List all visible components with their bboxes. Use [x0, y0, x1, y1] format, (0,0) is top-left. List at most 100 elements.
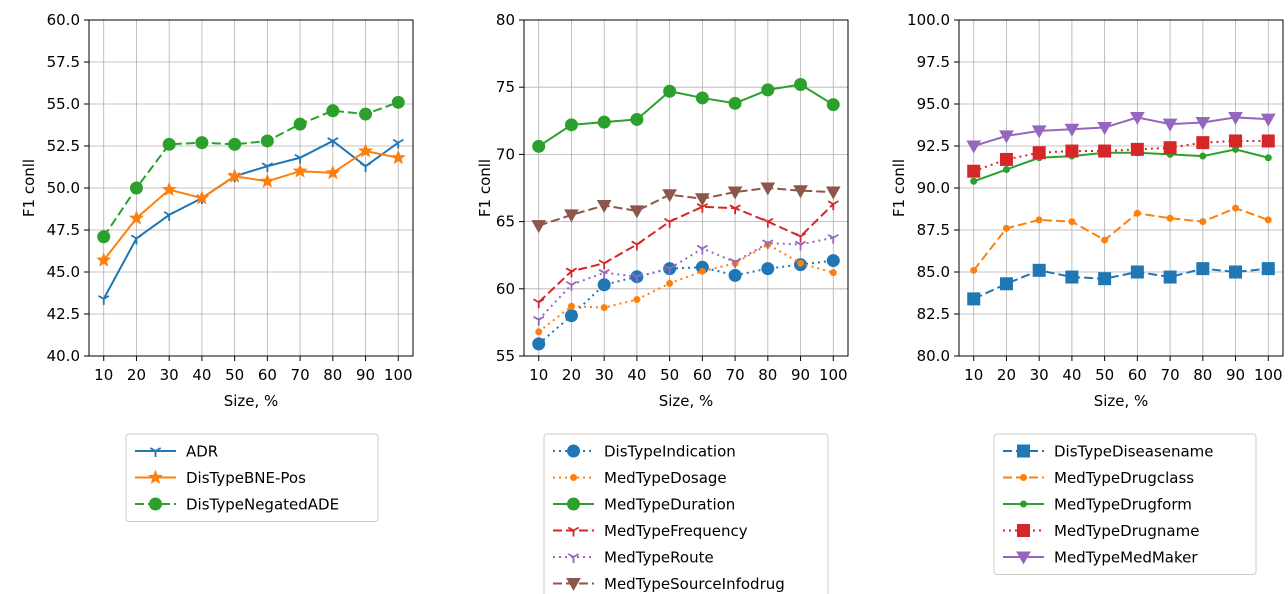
- data-point: [1195, 116, 1211, 130]
- y-tick-label: 92.5: [917, 137, 950, 155]
- series-MedTypeDosage: [535, 240, 837, 336]
- data-point: [1065, 270, 1079, 284]
- data-point: [325, 165, 341, 180]
- x-tick-label: 100: [384, 366, 413, 384]
- data-point: [797, 259, 805, 267]
- y-tick-label: 45.0: [47, 263, 80, 281]
- legend-label: MedTypeDosage: [604, 469, 727, 487]
- data-point: [631, 272, 643, 283]
- legend-marker: [1017, 524, 1030, 537]
- data-point: [793, 185, 808, 199]
- data-point: [633, 296, 641, 304]
- series-ADR: [98, 137, 404, 305]
- data-point: [1196, 262, 1210, 276]
- data-point: [327, 137, 339, 147]
- data-point: [761, 262, 775, 276]
- legend-label: DisTypeBNE-Pos: [186, 469, 306, 487]
- legend-label: MedTypeDrugname: [1054, 522, 1199, 540]
- data-point: [531, 220, 547, 234]
- x-tick-label: 30: [595, 366, 614, 384]
- data-point: [1196, 136, 1210, 150]
- data-point: [565, 267, 578, 278]
- x-tick-label: 70: [726, 366, 745, 384]
- data-point: [532, 337, 546, 351]
- data-point: [826, 254, 840, 268]
- data-point: [1032, 263, 1046, 277]
- y-tick-label: 87.5: [917, 221, 950, 239]
- data-point: [259, 173, 275, 188]
- data-point: [827, 233, 839, 244]
- y-tick-label: 97.5: [917, 53, 950, 71]
- data-point: [695, 91, 709, 105]
- y-tick-label: 70: [496, 145, 515, 163]
- y-tick-label: 50.0: [47, 179, 80, 197]
- legend: DisTypeDiseasename MedTypeDrugclass MedTyp…: [993, 433, 1257, 575]
- data-point: [1229, 265, 1243, 279]
- data-point: [999, 277, 1013, 291]
- series-DisTypeIndication: [532, 254, 840, 351]
- y-tick-label: 85.0: [917, 263, 950, 281]
- data-point: [1068, 218, 1076, 226]
- x-tick-label: 60: [693, 366, 712, 384]
- data-point: [1097, 122, 1112, 136]
- series-line: [538, 236, 834, 321]
- x-tick-label: 20: [127, 366, 146, 384]
- data-point: [597, 115, 611, 129]
- data-point: [294, 153, 306, 164]
- x-axis-label: Size, %: [659, 392, 714, 410]
- series-line: [973, 116, 1269, 147]
- data-point: [1264, 154, 1272, 162]
- y-tick-label: 55.0: [47, 95, 80, 113]
- series-line: [102, 101, 399, 238]
- data-point: [698, 267, 706, 275]
- data-point: [1229, 134, 1243, 148]
- data-point: [1261, 134, 1275, 148]
- y-tick-label: 75: [496, 78, 515, 96]
- series-line: [973, 139, 1269, 173]
- chart-panel-1: 10 20 30 40 50 60 70 80 90 100 40.0 42.5 45.0 47.5 50.…: [20, 11, 414, 522]
- data-point: [567, 302, 575, 310]
- x-tick-label: 100: [819, 366, 848, 384]
- data-point: [1002, 224, 1010, 232]
- data-point: [729, 258, 741, 268]
- legend-label: MedTypeFrequency: [604, 522, 748, 540]
- y-tick-label: 42.5: [47, 305, 80, 323]
- legend-label: MedTypeDuration: [604, 496, 735, 514]
- data-point: [227, 168, 243, 183]
- data-point: [663, 217, 676, 228]
- plot-frame: [88, 19, 414, 357]
- legend-label: DisTypeNegatedADE: [186, 496, 339, 514]
- y-tick-label: 57.5: [47, 53, 80, 71]
- data-point: [292, 163, 308, 178]
- x-tick-label: 40: [192, 366, 211, 384]
- x-tick-label: 50: [660, 366, 679, 384]
- series-line: [538, 83, 834, 148]
- data-point: [630, 112, 644, 126]
- data-point: [1228, 111, 1243, 125]
- series-line: [973, 148, 1269, 183]
- y-tick-label: 80.0: [917, 347, 950, 365]
- data-point: [359, 162, 372, 173]
- data-point: [762, 239, 774, 250]
- legend-marker: [149, 447, 162, 457]
- y-tick-label: 95.0: [917, 95, 950, 113]
- data-point: [194, 190, 210, 205]
- data-point: [794, 232, 807, 243]
- legend-marker: [1017, 444, 1030, 458]
- legend-marker: [1020, 474, 1027, 481]
- data-point: [1098, 144, 1112, 158]
- data-point: [1130, 265, 1144, 279]
- legend-marker: [566, 578, 581, 592]
- legend-marker: [1016, 551, 1031, 565]
- x-axis-label: Size, %: [224, 392, 279, 410]
- data-point: [130, 234, 143, 245]
- data-point: [1130, 111, 1145, 125]
- x-tick-label: 80: [323, 366, 342, 384]
- y-tick-label: 60.0: [47, 11, 80, 29]
- data-point: [1101, 236, 1109, 244]
- x-axis-label: Size, %: [1094, 392, 1149, 410]
- data-point: [600, 304, 608, 312]
- series-line: [102, 149, 399, 261]
- plot-frame: [523, 19, 849, 357]
